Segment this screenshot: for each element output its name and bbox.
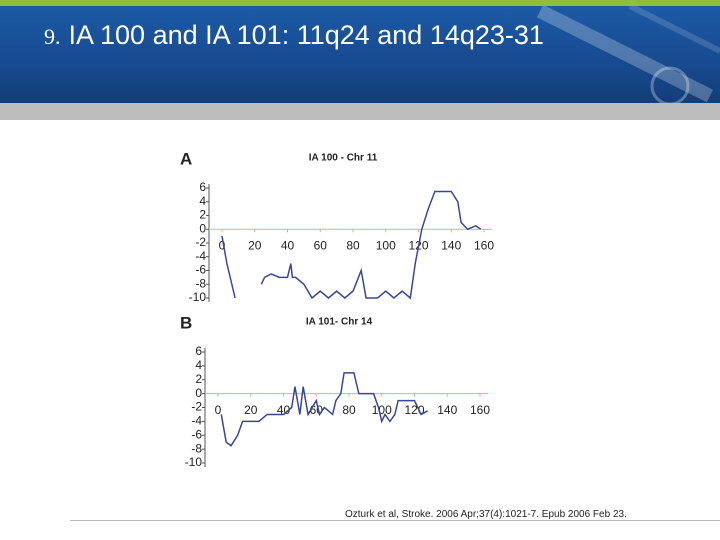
x-tick-label: 40 — [281, 238, 295, 252]
x-tick-label: 0 — [215, 403, 222, 417]
data-line — [220, 372, 428, 447]
citation: Ozturk et al, Stroke. 2006 Apr;37(4):102… — [345, 509, 627, 520]
y-tick-label: -8 — [195, 276, 206, 290]
x-tick-label: 60 — [314, 238, 328, 252]
y-tick-label: -2 — [191, 400, 202, 414]
data-line — [221, 235, 236, 299]
x-tick-label: 80 — [342, 403, 356, 417]
y-tick-label: -10 — [189, 290, 207, 304]
y-tick-label: 2 — [199, 208, 206, 222]
slide-number: 9. — [44, 24, 61, 49]
x-tick-label: 100 — [376, 238, 396, 252]
chart-title: IA 100 - Chr 11 — [309, 153, 378, 164]
y-tick-label: -6 — [195, 263, 206, 277]
y-tick-label: -8 — [191, 441, 202, 455]
y-tick-label: 0 — [195, 386, 202, 400]
y-tick-label: 6 — [199, 180, 206, 194]
logo-decoration — [536, 6, 720, 103]
divider-band — [0, 103, 720, 120]
y-tick-label: 0 — [199, 221, 206, 235]
x-tick-label: 160 — [470, 403, 490, 417]
panel-label: A — [180, 149, 192, 168]
y-tick-label: 4 — [199, 194, 206, 208]
x-tick-label: 40 — [277, 403, 291, 417]
y-tick-label: -10 — [185, 455, 203, 469]
y-tick-label: -4 — [191, 414, 202, 428]
y-tick-label: -2 — [195, 235, 206, 249]
y-tick-label: -6 — [191, 427, 202, 441]
x-tick-label: 140 — [441, 238, 461, 252]
data-line — [260, 190, 482, 300]
title-text: IA 100 and IA 101: 11q24 and 14q23-31 — [68, 20, 544, 50]
x-tick-label: 20 — [244, 403, 258, 417]
y-tick-label: 6 — [195, 344, 202, 358]
x-tick-label: 80 — [346, 238, 360, 252]
y-tick-label: -4 — [195, 249, 206, 263]
y-tick-label: 2 — [195, 372, 202, 386]
panel-label: B — [180, 313, 192, 332]
chart-title: IA 101- Chr 14 — [306, 317, 373, 328]
y-tick-label: 4 — [195, 358, 202, 372]
slide-title: 9. IA 100 and IA 101: 11q24 and 14q23-31 — [44, 20, 544, 51]
x-tick-label: 0 — [219, 238, 226, 252]
x-tick-label: 160 — [474, 238, 494, 252]
x-tick-label: 140 — [437, 403, 457, 417]
x-tick-label: 20 — [248, 238, 262, 252]
x-tick-label: 100 — [372, 403, 392, 417]
header: 9. IA 100 and IA 101: 11q24 and 14q23-31 — [0, 0, 720, 103]
footer-line — [70, 520, 720, 521]
